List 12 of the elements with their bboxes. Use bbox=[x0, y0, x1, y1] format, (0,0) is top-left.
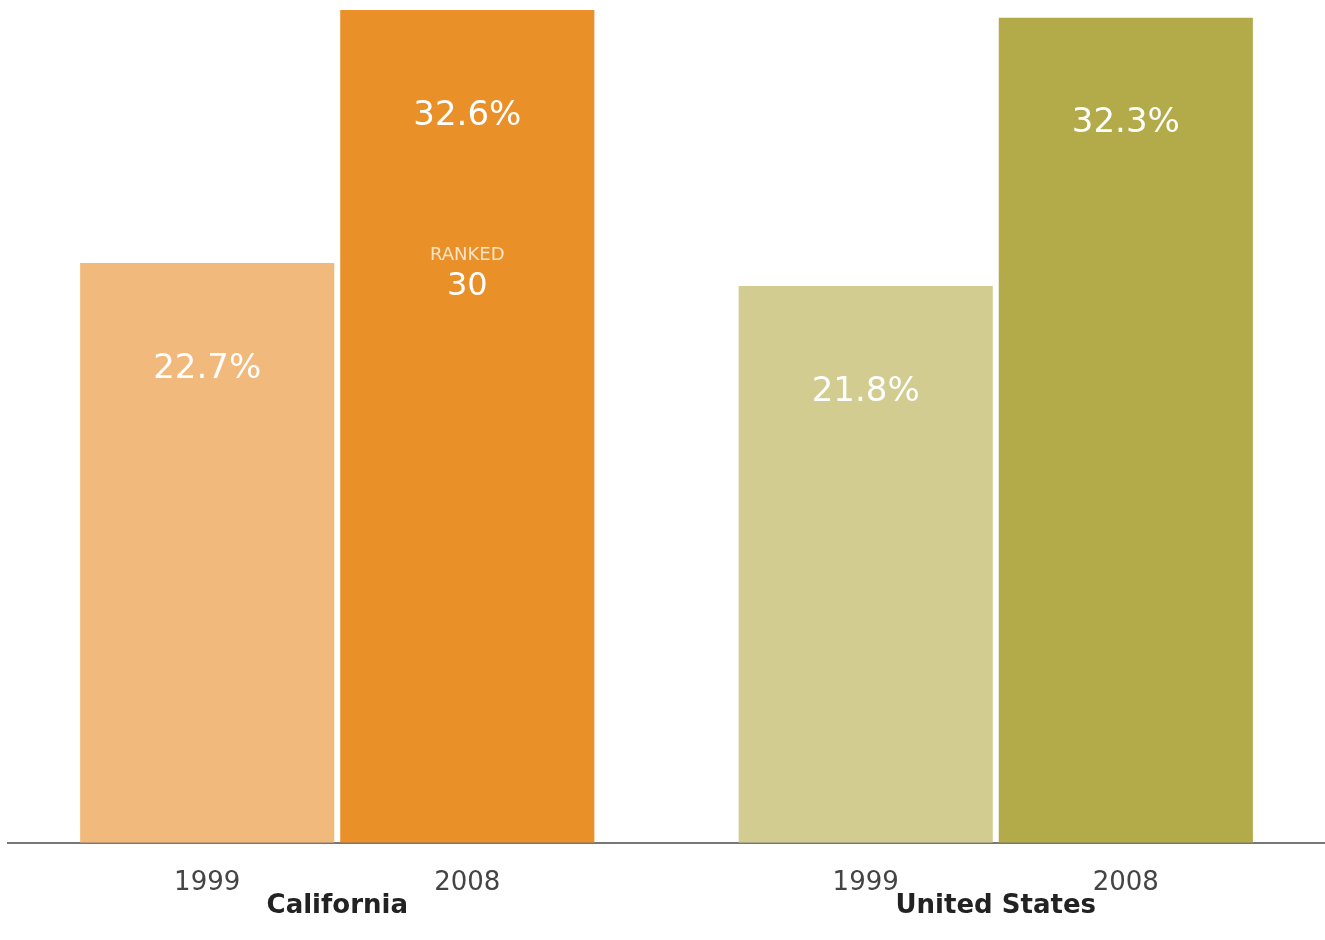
series-label: 1999 bbox=[174, 865, 241, 896]
x-tick-label: California bbox=[266, 889, 408, 920]
bar bbox=[998, 17, 1253, 843]
series-label: 2008 bbox=[434, 865, 501, 896]
data-label: 21.8% bbox=[811, 368, 920, 409]
bar bbox=[738, 285, 993, 843]
data-label: 32.3% bbox=[1071, 100, 1180, 141]
data-label: 22.7% bbox=[153, 345, 262, 386]
annotation: RANKED 30 bbox=[430, 242, 505, 304]
bar bbox=[80, 262, 335, 843]
data-label: 32.6% bbox=[413, 92, 522, 133]
bar bbox=[340, 10, 595, 843]
